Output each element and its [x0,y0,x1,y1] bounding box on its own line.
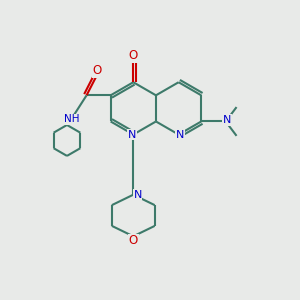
Text: NH: NH [64,114,80,124]
Text: O: O [129,49,138,62]
Text: O: O [92,64,102,77]
Text: N: N [128,130,136,140]
Text: N: N [134,190,142,200]
Text: N: N [176,130,184,140]
Text: N: N [223,115,231,125]
Text: O: O [129,234,138,247]
